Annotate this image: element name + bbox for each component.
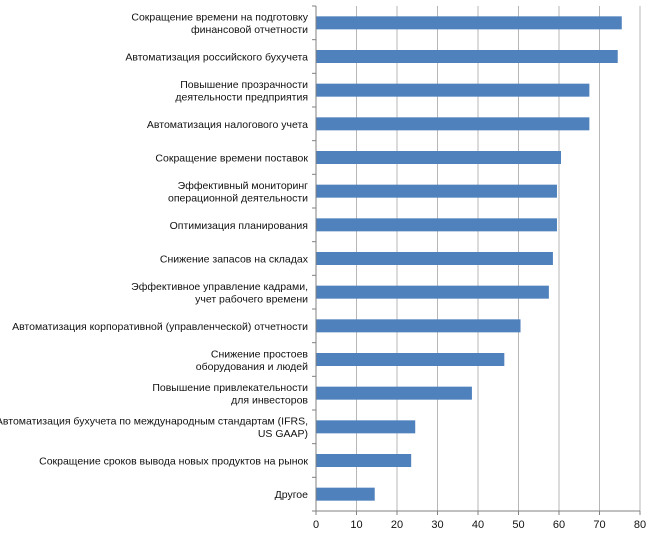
category-label-line: Автоматизация бухучета по международным … <box>0 416 308 428</box>
bar-layer <box>316 16 622 501</box>
x-tick-label: 40 <box>472 519 484 531</box>
bar <box>316 285 549 299</box>
category-label-line: финансовой отчетности <box>191 24 308 36</box>
axis-layer <box>312 5 641 515</box>
bar <box>316 16 622 30</box>
category-label-line: операционной деятельности <box>168 192 308 204</box>
label-layer: 0 10 20 30 40 50 60 70 80 Сокращение времени на п… <box>0 12 646 531</box>
category-label: Эффективный мониторинг операционной деяте… <box>168 180 308 205</box>
category-label: Снижение простоев оборудования и людей <box>196 348 309 373</box>
bar <box>316 83 590 97</box>
category-label-line: Повышение прозрачности <box>180 79 308 91</box>
category-label-line: оборудования и людей <box>196 361 308 373</box>
category-label: Автоматизация бухучета по международным … <box>0 416 308 441</box>
category-label: Автоматизация налогового учета <box>147 119 308 131</box>
bar <box>316 117 590 131</box>
category-label-line: Оптимизация планирования <box>170 220 308 232</box>
x-tick-label: 70 <box>593 519 605 531</box>
category-label: Сокращение сроков вывода новых продуктов… <box>39 456 308 468</box>
category-label-line: Сокращение сроков вывода новых продуктов… <box>39 456 308 468</box>
category-label: Автоматизация российского бухучета <box>125 52 308 64</box>
category-label: Повышение прозрачности деятельности предп… <box>175 79 308 104</box>
category-label-line: Автоматизация российского бухучета <box>125 52 308 64</box>
category-label-line: учет рабочего времени <box>195 293 308 305</box>
category-label: Другое <box>275 489 309 501</box>
bar <box>316 252 553 265</box>
x-tick-label: 10 <box>350 519 362 531</box>
bar <box>316 50 618 63</box>
bar <box>316 353 505 366</box>
bar <box>316 386 472 400</box>
category-label-line: Эффективный мониторинг <box>178 180 309 192</box>
bar <box>316 319 521 333</box>
x-tick-label: 50 <box>512 519 524 531</box>
category-label-line: Сокращение времени поставок <box>155 153 308 165</box>
category-label-line: Повышение привлекательности <box>152 382 308 394</box>
category-label: Сокращение времени на подготовку финансов… <box>131 12 308 37</box>
category-label-line: Снижение запасов на складах <box>160 254 309 266</box>
bar <box>316 420 416 434</box>
bar <box>316 454 412 467</box>
bar <box>316 218 557 232</box>
category-label: Эффективное управление кадрами, учет рабо… <box>131 281 308 306</box>
x-tick-label: 20 <box>391 519 403 531</box>
category-label-line: деятельности предприятия <box>175 91 308 103</box>
category-label-line: US GAAP) <box>258 428 308 440</box>
category-label-line: для инвесторов <box>231 394 308 406</box>
category-label-line: Автоматизация налогового учета <box>147 119 308 131</box>
category-label: Снижение запасов на складах <box>160 254 309 266</box>
x-tick-label: 0 <box>313 519 319 531</box>
bar <box>316 184 557 198</box>
category-label: Повышение привлекательности для инвесторо… <box>152 382 308 407</box>
category-label: Сокращение времени поставок <box>155 153 308 165</box>
x-tick-label: 60 <box>553 519 565 531</box>
category-label: Оптимизация планирования <box>170 220 308 232</box>
category-label-line: Другое <box>275 489 309 501</box>
x-tick-label: 30 <box>431 519 443 531</box>
category-label-line: Эффективное управление кадрами, <box>131 281 308 293</box>
bar <box>316 151 562 164</box>
category-label-line: Автоматизация корпоративной (управленчес… <box>12 321 308 333</box>
category-label: Автоматизация корпоративной (управленчес… <box>12 321 308 333</box>
x-tick-label: 80 <box>634 519 646 531</box>
category-label-line: Сокращение времени на подготовку <box>131 12 308 24</box>
category-label-line: Снижение простоев <box>211 348 309 360</box>
bar <box>316 487 375 501</box>
